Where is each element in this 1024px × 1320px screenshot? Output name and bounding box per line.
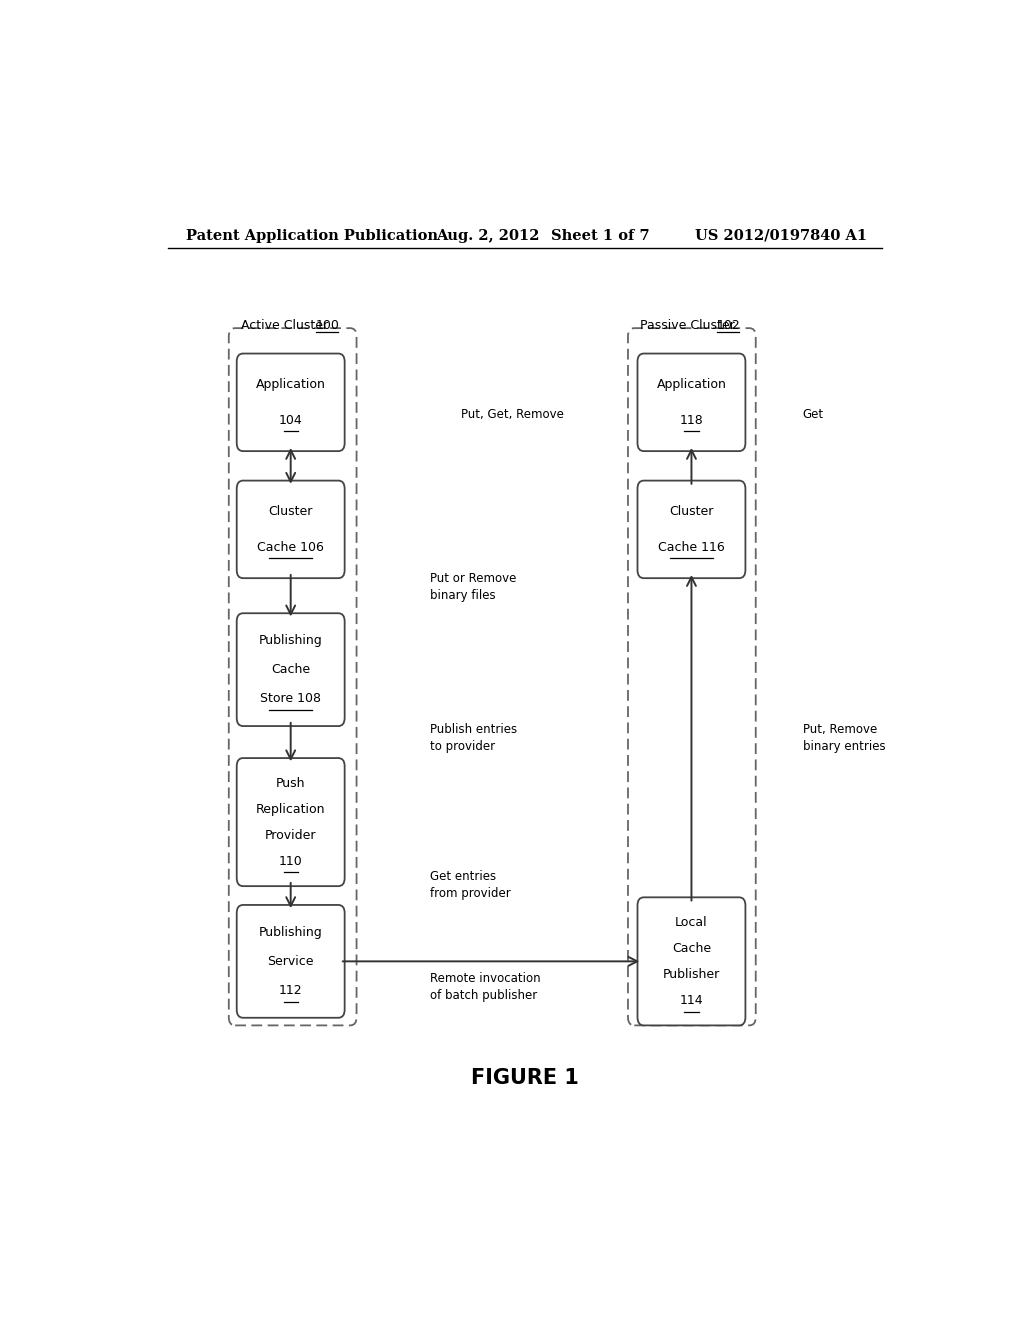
Text: Cache: Cache (672, 942, 711, 954)
Text: 112: 112 (279, 985, 302, 997)
FancyBboxPatch shape (237, 906, 345, 1018)
Text: Cache 106: Cache 106 (257, 541, 325, 553)
FancyBboxPatch shape (237, 354, 345, 451)
Text: Remote invocation
of batch publisher: Remote invocation of batch publisher (430, 972, 541, 1002)
Text: Sheet 1 of 7: Sheet 1 of 7 (551, 228, 649, 243)
Text: Put, Remove
binary entries: Put, Remove binary entries (803, 723, 885, 752)
Text: Replication: Replication (256, 803, 326, 816)
FancyBboxPatch shape (237, 758, 345, 886)
Text: Application: Application (256, 378, 326, 391)
Text: Application: Application (656, 378, 726, 391)
Text: Cluster: Cluster (268, 506, 313, 519)
Text: Cache: Cache (271, 663, 310, 676)
Text: Publish entries
to provider: Publish entries to provider (430, 723, 517, 752)
Text: Patent Application Publication: Patent Application Publication (186, 228, 438, 243)
Text: FIGURE 1: FIGURE 1 (471, 1068, 579, 1088)
Text: Provider: Provider (265, 829, 316, 842)
Text: Push: Push (275, 776, 305, 789)
Text: Active Cluster: Active Cluster (241, 318, 332, 331)
Text: Cluster: Cluster (670, 506, 714, 519)
Text: Aug. 2, 2012: Aug. 2, 2012 (436, 228, 540, 243)
Text: Publishing: Publishing (259, 925, 323, 939)
Text: Cache 116: Cache 116 (658, 541, 725, 553)
Text: 100: 100 (316, 318, 340, 331)
Text: 118: 118 (680, 413, 703, 426)
Text: US 2012/0197840 A1: US 2012/0197840 A1 (695, 228, 867, 243)
FancyBboxPatch shape (638, 354, 745, 451)
Text: 102: 102 (717, 318, 740, 331)
Text: Publishing: Publishing (259, 634, 323, 647)
FancyBboxPatch shape (638, 898, 745, 1026)
Text: Put or Remove
binary files: Put or Remove binary files (430, 573, 516, 602)
Text: Service: Service (267, 954, 314, 968)
Text: 110: 110 (279, 854, 302, 867)
FancyBboxPatch shape (237, 480, 345, 578)
Text: Get: Get (803, 408, 823, 421)
Text: 114: 114 (680, 994, 703, 1007)
Text: Passive Cluster: Passive Cluster (640, 318, 738, 331)
Text: Put, Get, Remove: Put, Get, Remove (461, 408, 564, 421)
Text: Publisher: Publisher (663, 968, 720, 981)
FancyBboxPatch shape (237, 614, 345, 726)
Text: Local: Local (675, 916, 708, 929)
Text: 104: 104 (279, 413, 302, 426)
Text: Store 108: Store 108 (260, 693, 322, 705)
FancyBboxPatch shape (638, 480, 745, 578)
Text: Get entries
from provider: Get entries from provider (430, 870, 510, 900)
